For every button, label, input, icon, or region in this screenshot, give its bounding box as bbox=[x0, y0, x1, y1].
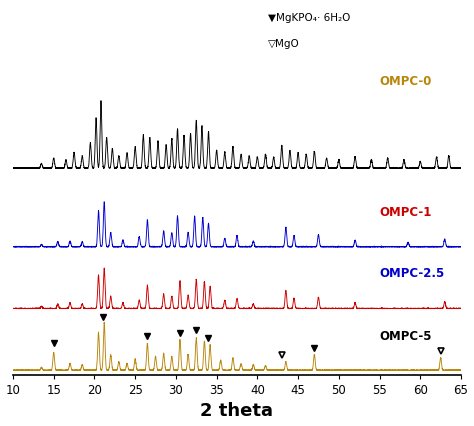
X-axis label: 2 theta: 2 theta bbox=[201, 403, 273, 420]
Text: ▼MgKPO₄· 6H₂O: ▼MgKPO₄· 6H₂O bbox=[268, 13, 351, 23]
Text: OMPC-0: OMPC-0 bbox=[380, 75, 432, 88]
Text: OMPC-5: OMPC-5 bbox=[380, 330, 432, 343]
Text: OMPC-1: OMPC-1 bbox=[380, 206, 432, 219]
Text: ▽MgO: ▽MgO bbox=[268, 39, 300, 49]
Text: OMPC-2.5: OMPC-2.5 bbox=[380, 268, 445, 280]
